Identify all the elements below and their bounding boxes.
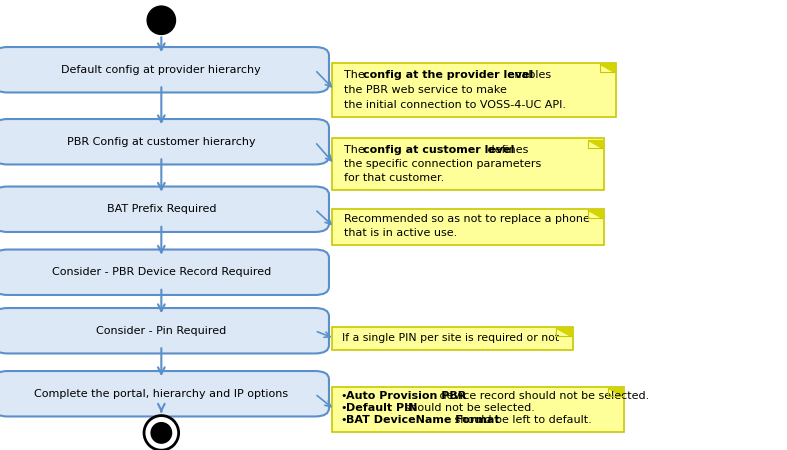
Text: should not be selected.: should not be selected. [401, 403, 535, 413]
FancyBboxPatch shape [332, 138, 604, 190]
Text: that is in active use.: that is in active use. [344, 228, 457, 238]
Ellipse shape [151, 423, 172, 443]
FancyBboxPatch shape [0, 186, 329, 232]
Text: defines: defines [484, 145, 528, 155]
Text: The: The [344, 70, 368, 80]
FancyBboxPatch shape [0, 308, 329, 354]
Text: for that customer.: for that customer. [344, 173, 444, 184]
Text: Recommended so as not to replace a phone: Recommended so as not to replace a phone [344, 214, 589, 224]
Ellipse shape [144, 416, 179, 450]
Text: the specific connection parameters: the specific connection parameters [344, 159, 541, 169]
Text: Auto Provision PBR: Auto Provision PBR [345, 391, 466, 401]
Text: •: • [341, 391, 347, 401]
Text: The: The [344, 145, 368, 155]
Polygon shape [608, 388, 622, 396]
Text: Complete the portal, hierarchy and IP options: Complete the portal, hierarchy and IP op… [35, 389, 288, 399]
Text: •: • [341, 403, 347, 413]
Text: should be left to default.: should be left to default. [452, 415, 592, 426]
Text: •: • [341, 415, 347, 426]
Text: enables: enables [504, 70, 552, 80]
FancyBboxPatch shape [332, 209, 604, 246]
FancyBboxPatch shape [0, 119, 329, 164]
Text: If a single PIN per site is required or not: If a single PIN per site is required or … [342, 333, 560, 343]
Text: Consider - PBR Device Record Required: Consider - PBR Device Record Required [52, 267, 271, 277]
Text: device record should not be selected.: device record should not be selected. [436, 391, 649, 401]
Text: Consider - Pin Required: Consider - Pin Required [96, 326, 227, 336]
Polygon shape [588, 140, 602, 148]
Polygon shape [588, 211, 602, 219]
Polygon shape [556, 328, 571, 337]
Text: config at customer level: config at customer level [363, 145, 515, 155]
Text: the initial connection to VOSS-4-UC API.: the initial connection to VOSS-4-UC API. [344, 100, 566, 110]
FancyBboxPatch shape [332, 63, 616, 117]
FancyBboxPatch shape [0, 249, 329, 295]
Text: Default PIN: Default PIN [345, 403, 417, 413]
Polygon shape [600, 64, 614, 72]
Text: config at the provider level: config at the provider level [363, 70, 534, 80]
FancyBboxPatch shape [332, 327, 573, 350]
Text: BAT DeviceName Format: BAT DeviceName Format [345, 415, 499, 426]
FancyBboxPatch shape [332, 387, 624, 432]
FancyBboxPatch shape [0, 371, 329, 417]
Ellipse shape [147, 6, 176, 34]
FancyBboxPatch shape [0, 47, 329, 93]
Text: BAT Prefix Required: BAT Prefix Required [106, 204, 216, 214]
Text: PBR Config at customer hierarchy: PBR Config at customer hierarchy [67, 137, 256, 147]
Text: Default config at provider hierarchy: Default config at provider hierarchy [61, 65, 261, 75]
Text: the PBR web service to make: the PBR web service to make [344, 85, 507, 95]
